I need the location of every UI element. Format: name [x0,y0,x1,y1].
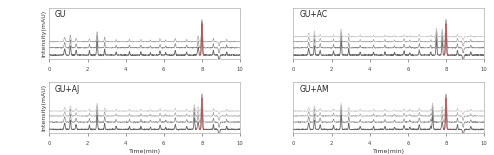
Text: GU: GU [55,10,67,19]
Text: GU+AJ: GU+AJ [55,85,81,94]
X-axis label: Time(min): Time(min) [373,149,405,154]
Text: GU+AM: GU+AM [299,85,329,94]
Y-axis label: Intensity(mAU): Intensity(mAU) [41,84,46,131]
X-axis label: Time(min): Time(min) [129,149,161,154]
Y-axis label: Intensity(mAU): Intensity(mAU) [41,10,46,57]
Text: GU+AC: GU+AC [299,10,328,19]
